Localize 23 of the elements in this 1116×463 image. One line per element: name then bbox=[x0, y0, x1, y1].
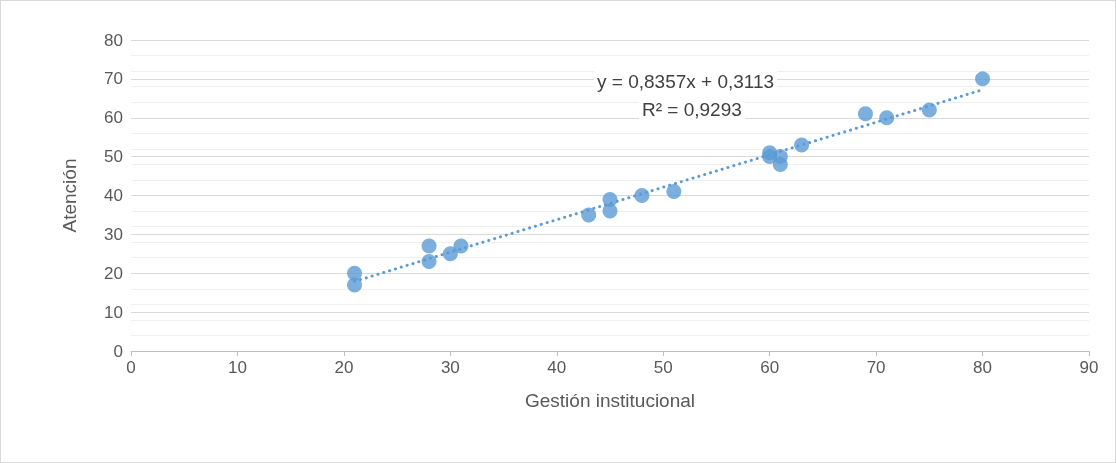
y-tick-label: 60 bbox=[104, 108, 123, 128]
annotation: y = 0,8357x + 0,3113 bbox=[597, 71, 775, 92]
annotation: R² = 0,9293 bbox=[642, 99, 742, 120]
y-tick-label: 80 bbox=[104, 30, 123, 50]
x-tick-label: 80 bbox=[973, 358, 993, 377]
x-tick-label: 60 bbox=[760, 358, 780, 377]
x-tick-label: 40 bbox=[547, 358, 567, 377]
y-axis-title: Atención bbox=[59, 158, 80, 233]
x-tick-label: 0 bbox=[126, 358, 136, 377]
y-tick-label: 10 bbox=[104, 302, 123, 322]
x-tick-label: 30 bbox=[440, 358, 460, 377]
x-tick-label: 90 bbox=[1079, 358, 1099, 377]
y-tick-label: 20 bbox=[104, 263, 123, 283]
x-tick-label: 20 bbox=[334, 358, 354, 377]
y-tick-label: 0 bbox=[113, 341, 123, 361]
y-tick-label: 50 bbox=[104, 147, 123, 167]
x-axis-title: Gestión institucional bbox=[524, 390, 696, 411]
x-tick-label: 70 bbox=[866, 358, 886, 377]
y-tick-label: 40 bbox=[104, 186, 123, 205]
y-tick-label: 30 bbox=[104, 224, 123, 244]
x-tick-label: 50 bbox=[653, 358, 673, 377]
y-tick-label: 70 bbox=[104, 69, 123, 89]
x-tick-label: 10 bbox=[227, 358, 247, 377]
